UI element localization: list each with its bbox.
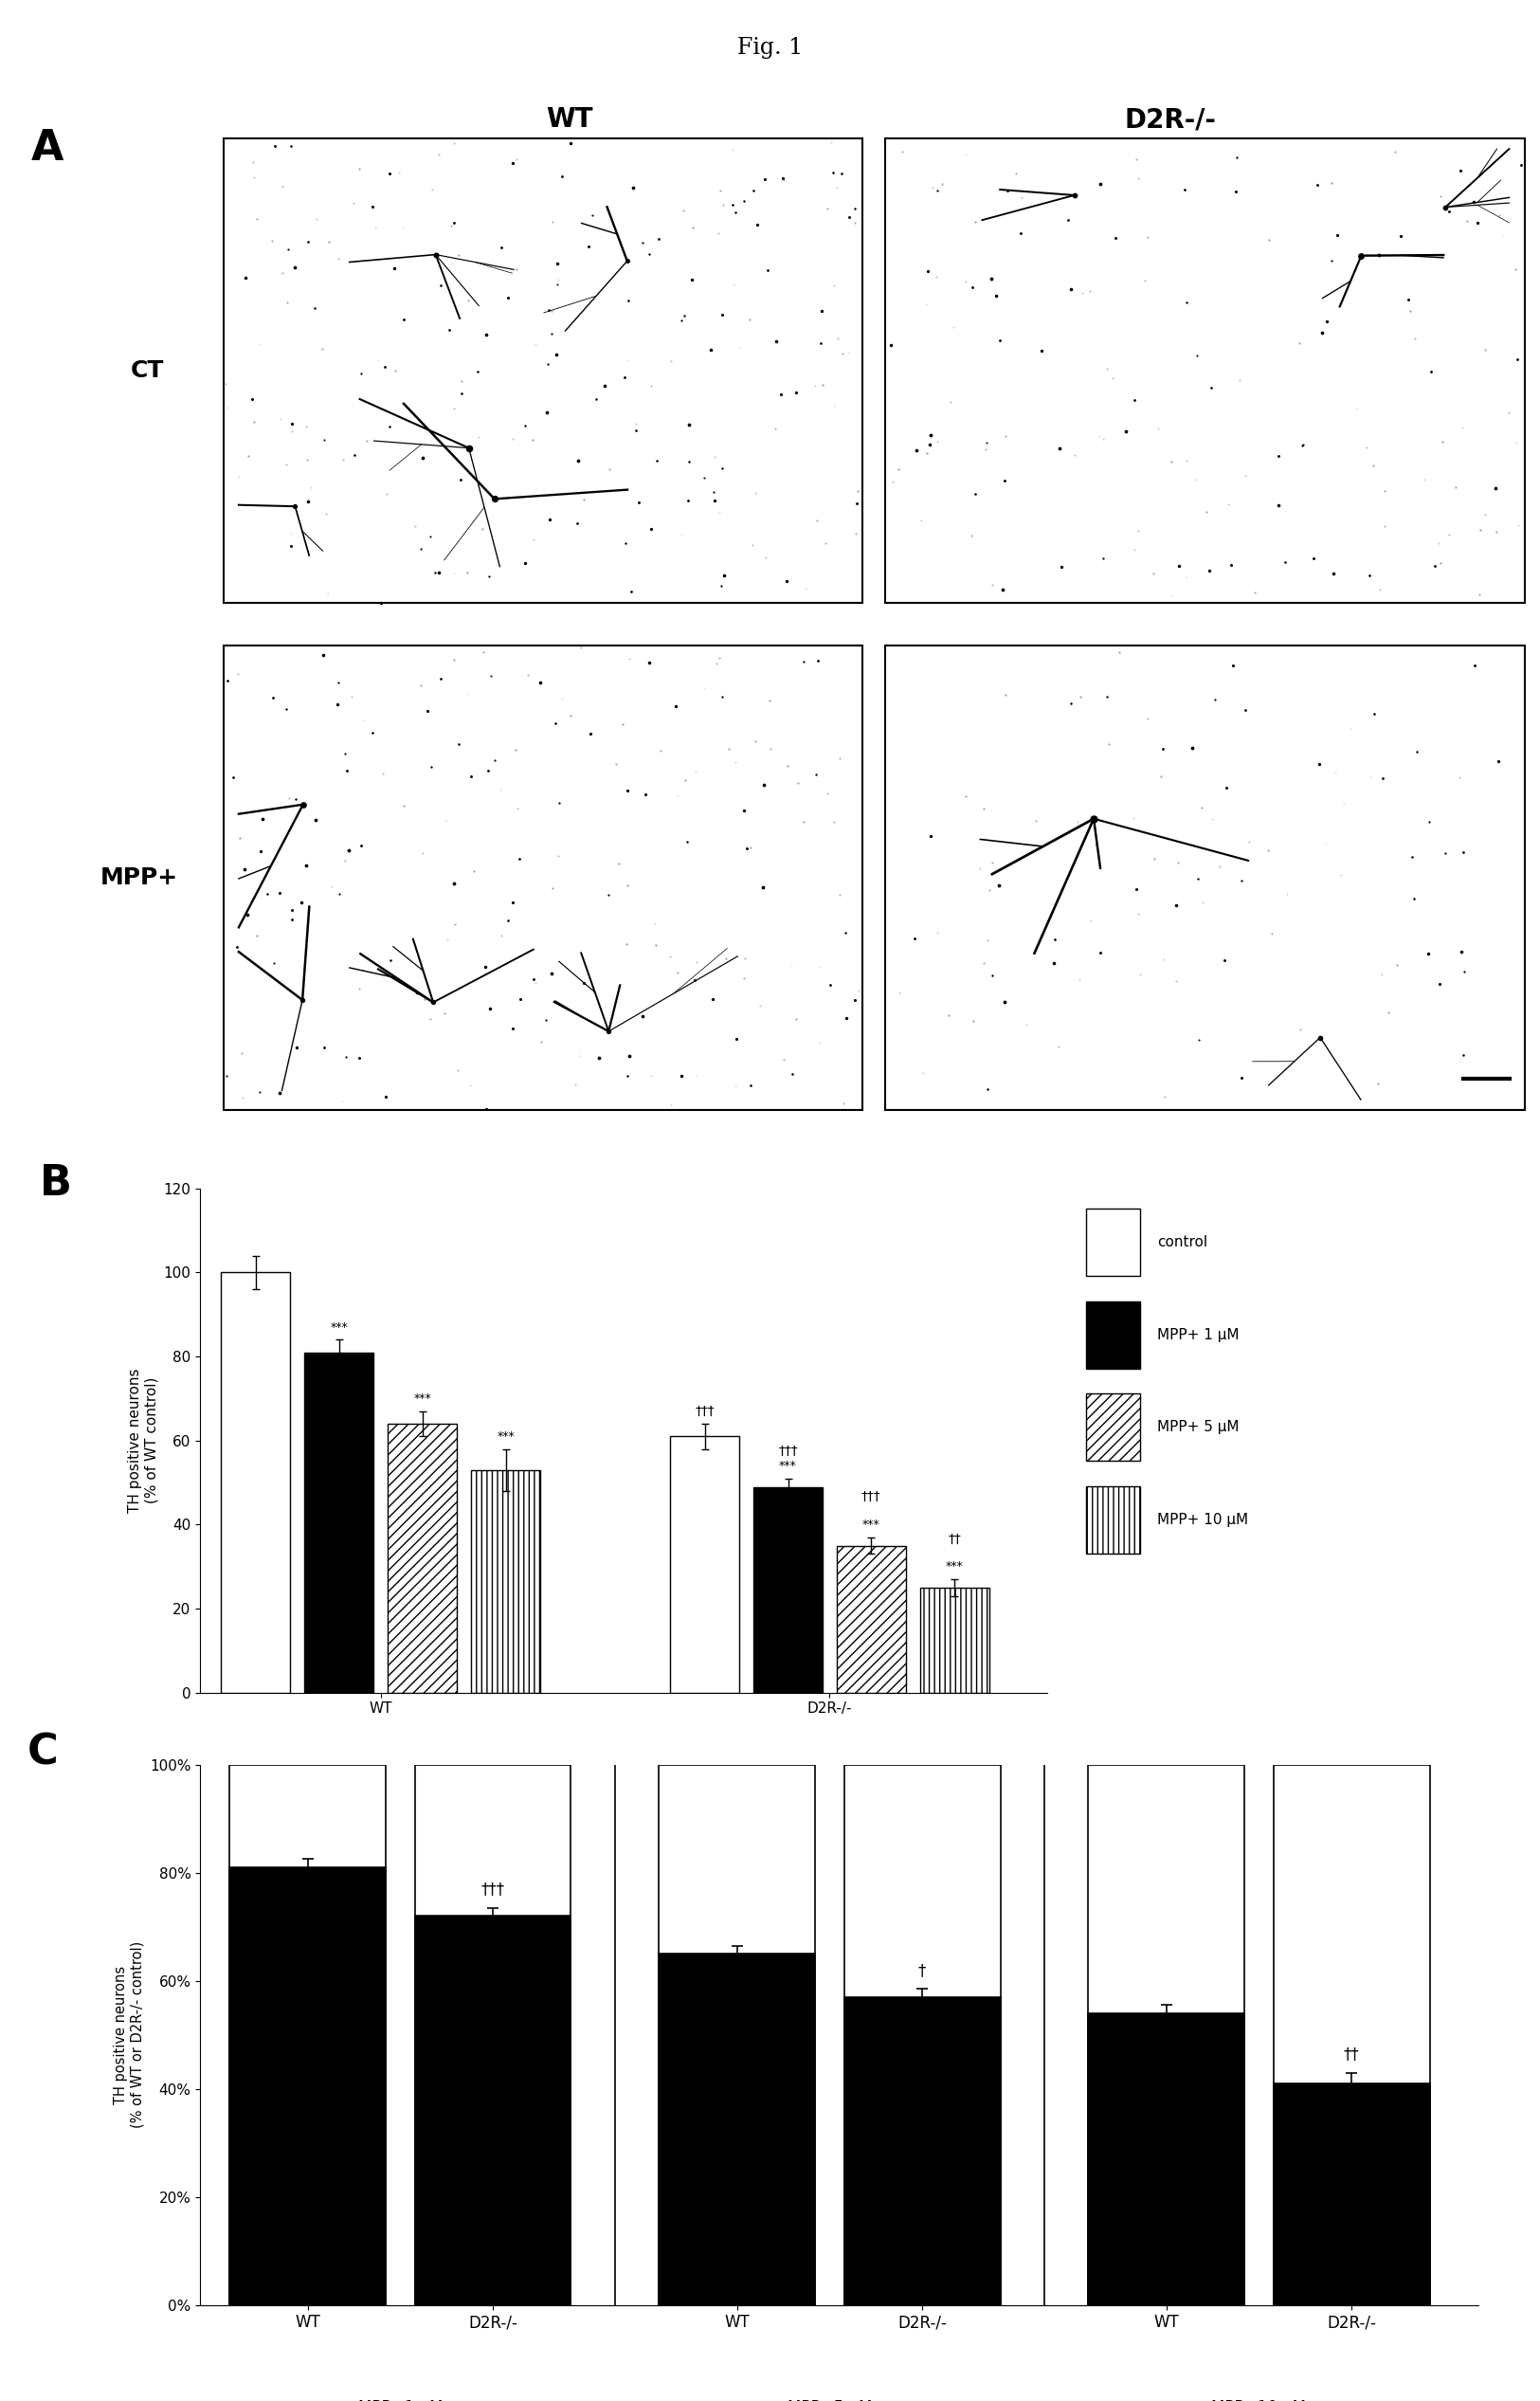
Text: †††: †††: [861, 1491, 881, 1503]
Text: ***: ***: [946, 1561, 964, 1573]
Text: MPP+ 5 μM: MPP+ 5 μM: [1157, 1421, 1240, 1433]
Bar: [1274, 1765, 1429, 2305]
Bar: [1086, 1393, 1140, 1460]
Bar: [1274, 2084, 1429, 2305]
Text: MPP+ 1 μM: MPP+ 1 μM: [1157, 1328, 1240, 1342]
Text: MPP+: MPP+: [100, 867, 179, 888]
Text: †††: †††: [480, 1880, 505, 1899]
Bar: [471, 1469, 541, 1693]
Text: Fig. 1: Fig. 1: [738, 36, 802, 60]
Y-axis label: TH positive neurons
(% of WT control): TH positive neurons (% of WT control): [128, 1369, 159, 1513]
Bar: [1086, 1301, 1140, 1369]
Bar: [414, 1765, 571, 2305]
Bar: [305, 1352, 374, 1693]
Text: C: C: [28, 1734, 59, 1772]
Text: ††: ††: [1343, 2046, 1360, 2062]
Bar: [844, 1998, 1001, 2305]
Bar: [1086, 1486, 1140, 1553]
Text: control: control: [1157, 1237, 1207, 1249]
Bar: [388, 1424, 457, 1693]
Text: †††: †††: [695, 1405, 715, 1417]
Bar: [844, 1765, 1001, 2305]
Text: B: B: [40, 1164, 71, 1203]
Bar: [223, 139, 862, 603]
Bar: [885, 139, 1525, 603]
Text: MPP+ 10 μM: MPP+ 10 μM: [1157, 1513, 1247, 1527]
Text: ***: ***: [330, 1321, 348, 1333]
Text: ***: ***: [497, 1431, 514, 1443]
Text: †: †: [918, 1962, 926, 1978]
Bar: [414, 1916, 571, 2305]
Text: D2R-/-: D2R-/-: [1124, 106, 1217, 132]
Bar: [223, 646, 862, 1109]
Bar: [659, 1954, 815, 2305]
Text: ††: ††: [949, 1532, 961, 1546]
Text: ***: ***: [413, 1393, 431, 1405]
Bar: [1089, 2012, 1244, 2305]
Text: WT: WT: [547, 106, 593, 132]
Bar: [1089, 1765, 1244, 2305]
Bar: [670, 1436, 739, 1693]
Bar: [885, 646, 1525, 1109]
Text: ***: ***: [862, 1517, 881, 1532]
Text: ***: ***: [779, 1460, 796, 1472]
Text: CT: CT: [131, 360, 165, 382]
Bar: [229, 1765, 385, 2305]
Bar: [919, 1587, 989, 1693]
Bar: [1086, 1210, 1140, 1277]
Bar: [222, 1273, 291, 1693]
Text: †††: †††: [778, 1443, 798, 1457]
Bar: [229, 1868, 385, 2305]
Bar: [659, 1765, 815, 2305]
Bar: [753, 1486, 822, 1693]
Bar: [836, 1546, 906, 1693]
Y-axis label: TH positive neurons
(% of WT or D2R-/- control): TH positive neurons (% of WT or D2R-/- c…: [114, 1942, 145, 2127]
Text: A: A: [31, 127, 63, 168]
